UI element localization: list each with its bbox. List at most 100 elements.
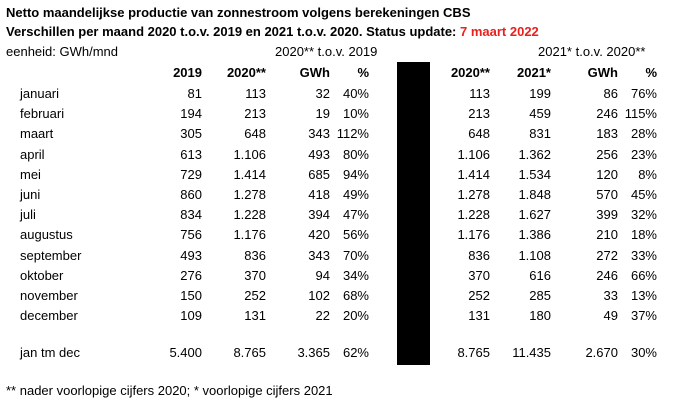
month-label: maart — [20, 126, 54, 141]
value-2020-right: 1.176 — [457, 227, 490, 242]
diff-gwh-left: 685 — [308, 167, 330, 182]
value-2019: 834 — [180, 207, 202, 222]
total-2019: 5.400 — [169, 345, 202, 360]
diff-pct-right: 32% — [630, 207, 657, 222]
diff-pct-left: 40% — [342, 86, 369, 101]
table-row: augustus 756 1.176 420 56% 1.176 1.386 210 18% — [0, 227, 683, 243]
diff-gwh-left: 94 — [315, 268, 330, 283]
diff-pct-right: 76% — [630, 86, 657, 101]
total-2020-right: 8.765 — [457, 345, 490, 360]
diff-gwh-right: 246 — [596, 268, 618, 283]
unit-label: eenheid: GWh/mnd — [6, 44, 119, 59]
month-label: augustus — [20, 227, 73, 242]
diff-pct-left: 70% — [342, 248, 369, 263]
value-2019: 150 — [180, 288, 202, 303]
diff-pct-left: 112% — [336, 126, 369, 141]
total-row: jan tm dec 5.400 8.765 3.365 62% 8.765 1… — [0, 345, 683, 361]
footnote: ** nader voorlopige cijfers 2020; * voor… — [6, 383, 333, 398]
diff-pct-right: 18% — [630, 227, 657, 242]
title-line-2: Verschillen per maand 2020 t.o.v. 2019 e… — [6, 24, 539, 40]
table-row: oktober 276 370 94 34% 370 616 246 66% — [0, 268, 683, 284]
value-2020-right: 836 — [468, 248, 490, 263]
value-2019: 194 — [180, 106, 202, 121]
value-2020-right: 370 — [468, 268, 490, 283]
header-pct-right: % — [645, 65, 657, 80]
diff-pct-left: 56% — [342, 227, 369, 242]
value-2020-right: 113 — [469, 86, 490, 101]
diff-pct-right: 28% — [630, 126, 657, 141]
total-pct-left: 62% — [342, 345, 369, 360]
table-row: maart 305 648 343 112% 648 831 183 28% — [0, 126, 683, 142]
diff-gwh-left: 493 — [308, 147, 330, 162]
diff-pct-left: 34% — [342, 268, 369, 283]
diff-pct-right: 33% — [630, 248, 657, 263]
total-2021: 11.435 — [512, 345, 551, 360]
value-2019: 493 — [180, 248, 202, 263]
value-2020-right: 1.106 — [457, 147, 490, 162]
value-2020-left: 648 — [244, 126, 266, 141]
diff-pct-left: 20% — [342, 308, 369, 323]
diff-gwh-right: 399 — [596, 207, 618, 222]
value-2020-right: 131 — [468, 308, 490, 323]
diff-gwh-right: 183 — [596, 126, 618, 141]
value-2020-left: 1.278 — [233, 187, 266, 202]
month-label: november — [20, 288, 78, 303]
table-row: november 150 252 102 68% 252 285 33 13% — [0, 288, 683, 304]
diff-pct-right: 13% — [630, 288, 657, 303]
header-2021: 2021* — [517, 65, 551, 80]
diff-pct-left: 80% — [342, 147, 369, 162]
diff-gwh-left: 394 — [308, 207, 330, 222]
total-gwh-right: 2.670 — [585, 345, 618, 360]
diff-gwh-right: 86 — [603, 86, 618, 101]
diff-gwh-left: 420 — [308, 227, 330, 242]
value-2019: 305 — [180, 126, 202, 141]
value-2020-left: 213 — [244, 106, 266, 121]
value-2019: 109 — [180, 308, 202, 323]
value-2019: 756 — [180, 227, 202, 242]
month-label: september — [20, 248, 82, 263]
diff-pct-right: 45% — [630, 187, 657, 202]
value-2020-left: 1.176 — [233, 227, 266, 242]
diff-gwh-right: 272 — [596, 248, 618, 263]
month-label: april — [20, 147, 45, 162]
diff-pct-right: 23% — [630, 147, 657, 162]
value-2019: 729 — [180, 167, 202, 182]
diff-gwh-right: 256 — [596, 147, 618, 162]
value-2020-left: 252 — [244, 288, 266, 303]
value-2020-left: 1.106 — [233, 147, 266, 162]
header-2020-left: 2020** — [226, 65, 266, 80]
header-2020-right: 2020** — [450, 65, 490, 80]
value-2021: 1.386 — [518, 227, 551, 242]
diff-pct-right: 37% — [630, 308, 657, 323]
header-gwh-right: GWh — [587, 65, 618, 80]
diff-gwh-left: 102 — [308, 288, 330, 303]
title-line-2-prefix: Verschillen per maand 2020 t.o.v. 2019 e… — [6, 24, 460, 39]
header-pct-left: % — [357, 65, 369, 80]
month-label: januari — [20, 86, 60, 101]
month-label: februari — [20, 106, 65, 121]
group-label-2021-vs-2020: 2021* t.o.v. 2020** — [538, 44, 646, 59]
diff-pct-right: 115% — [624, 106, 657, 121]
value-2019: 613 — [180, 147, 202, 162]
diff-gwh-right: 570 — [596, 187, 618, 202]
value-2021: 1.108 — [518, 248, 551, 263]
diff-gwh-left: 19 — [315, 106, 330, 121]
value-2020-right: 1.278 — [457, 187, 490, 202]
month-label: december — [20, 308, 78, 323]
table-row: december 109 131 22 20% 131 180 49 37% — [0, 308, 683, 324]
value-2021: 1.362 — [518, 147, 551, 162]
value-2021: 1.627 — [518, 207, 551, 222]
month-label: juni — [20, 187, 41, 202]
diff-pct-left: 47% — [342, 207, 369, 222]
table-row: juni 860 1.278 418 49% 1.278 1.848 570 45% — [0, 187, 683, 203]
month-label: oktober — [20, 268, 64, 283]
diff-gwh-right: 120 — [596, 167, 618, 182]
header-2019: 2019 — [173, 65, 202, 80]
value-2021: 616 — [529, 268, 551, 283]
month-label: mei — [20, 167, 41, 182]
value-2020-left: 370 — [244, 268, 266, 283]
diff-gwh-right: 33 — [603, 288, 618, 303]
diff-pct-left: 68% — [342, 288, 369, 303]
total-gwh-left: 3.365 — [297, 345, 330, 360]
header-gwh-left: GWh — [299, 65, 330, 80]
